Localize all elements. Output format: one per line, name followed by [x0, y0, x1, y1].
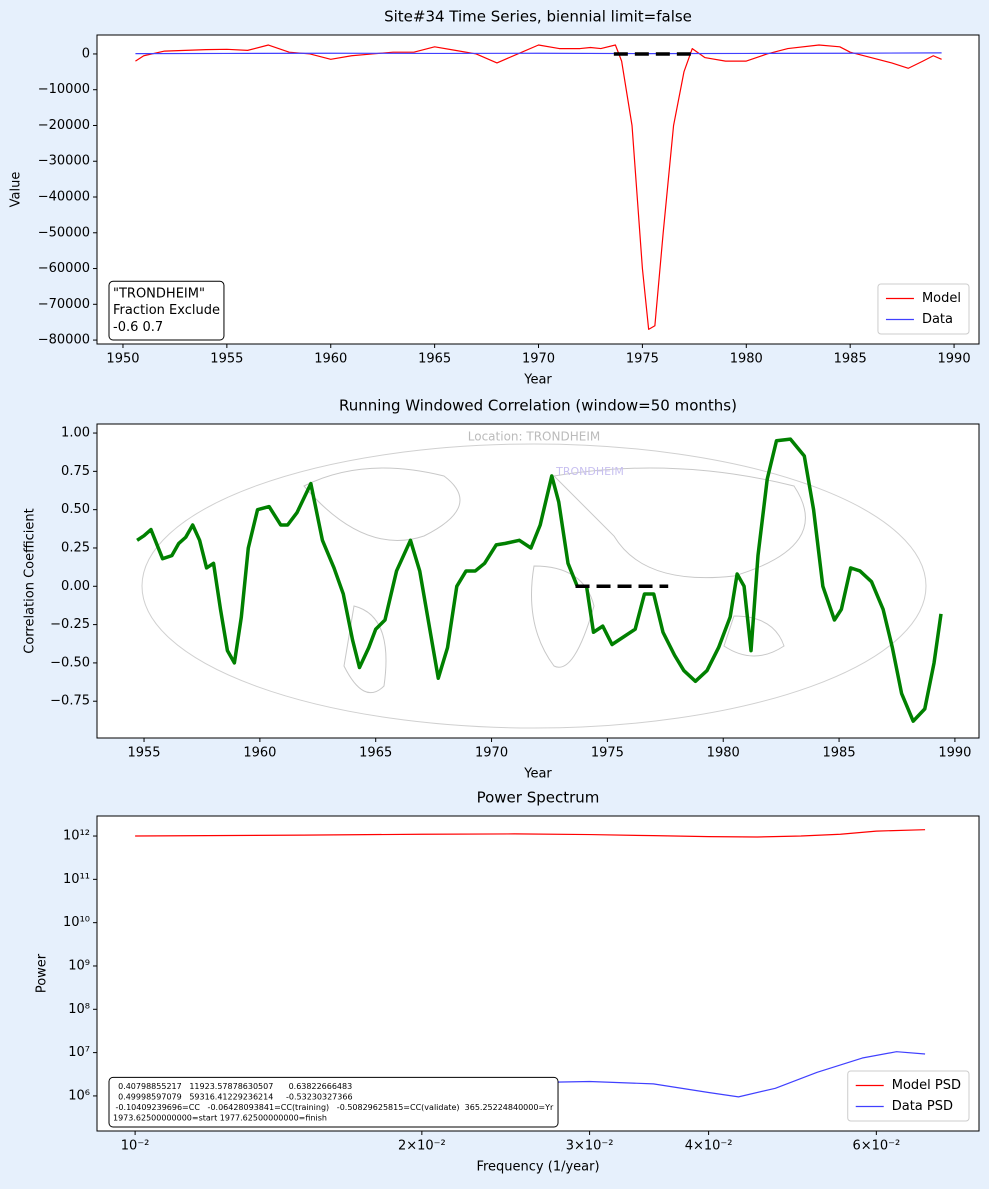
x-tick-label: 1990 [938, 746, 971, 761]
x-tick-label: 3×10⁻² [566, 1139, 614, 1154]
annotation-text: 0.40798855217 11923.57878630507 0.638226… [113, 1082, 352, 1091]
x-tick-label: 1975 [626, 352, 659, 367]
y-tick-label: −0.75 [50, 694, 90, 709]
annotation-text: -0.6 0.7 [113, 320, 163, 335]
chart-title: Site#34 Time Series, biennial limit=fals… [384, 8, 692, 26]
y-tick-label: 10⁷ [68, 1045, 90, 1060]
x-tick-label: 6×10⁻² [852, 1139, 900, 1154]
annotation-text: Fraction Exclude [113, 303, 220, 318]
y-tick-label: −70000 [38, 297, 90, 312]
y-tick-label: −60000 [38, 261, 90, 276]
annotation-box [108, 1076, 559, 1128]
series-line [135, 829, 926, 838]
annotation-box [108, 280, 225, 341]
legend-label: Data PSD [892, 1099, 953, 1114]
series-line [136, 437, 943, 723]
y-tick-label: −10000 [38, 82, 90, 97]
chart-title: Power Spectrum [477, 789, 600, 807]
x-tick-label: 2×10⁻² [398, 1139, 446, 1154]
annotation-text: 0.49998597079 59316.41229236214 -0.53230… [113, 1093, 353, 1102]
y-tick-label: −30000 [38, 154, 90, 169]
y-tick-label: −0.25 [50, 617, 90, 632]
axes-frame [96, 34, 980, 345]
x-tick-label: 1970 [522, 352, 555, 367]
y-tick-label: −50000 [38, 225, 90, 240]
y-tick-label: −40000 [38, 190, 90, 205]
plot-area: Location: TRONDHEIM TRONDHEIM [136, 430, 943, 729]
x-tick-label: 1950 [106, 352, 139, 367]
y-tick-label: 10⁸ [68, 1002, 90, 1017]
series-line [135, 44, 942, 330]
x-tick-label: 1960 [243, 746, 276, 761]
y-tick-label: −20000 [38, 118, 90, 133]
map-title: Location: TRONDHEIM [468, 430, 600, 444]
axes-frame [96, 815, 980, 1132]
map-outline [141, 443, 927, 729]
y-tick-label: 10¹¹ [63, 872, 90, 887]
x-tick-label: 1980 [730, 352, 763, 367]
legend-box [847, 1070, 970, 1122]
x-tick-label: 1960 [314, 352, 347, 367]
x-tick-label: 1985 [823, 746, 856, 761]
axes-frame [96, 423, 980, 739]
x-axis-label: Frequency (1/year) [476, 1160, 599, 1175]
map-land [303, 467, 806, 694]
y-tick-label: 0.50 [61, 502, 90, 517]
y-tick-label: −80000 [38, 333, 90, 348]
x-tick-label: 1965 [418, 352, 451, 367]
x-tick-label: 10⁻² [121, 1139, 150, 1154]
y-axis-label: Power [35, 953, 50, 993]
axes-background [97, 35, 979, 344]
y-tick-label: 10⁹ [68, 958, 90, 973]
x-tick-label: 1975 [591, 746, 624, 761]
x-tick-label: 1965 [359, 746, 392, 761]
series-line [135, 52, 942, 55]
plot-area [135, 44, 942, 330]
x-tick-label: 1985 [834, 352, 867, 367]
x-tick-label: 1970 [475, 746, 508, 761]
x-tick-label: 1955 [210, 352, 243, 367]
x-tick-label: 1955 [127, 746, 160, 761]
x-axis-label: Year [523, 767, 552, 782]
y-tick-label: 0 [82, 46, 90, 61]
annotation-text: 1973.62500000000=start 1977.62500000000=… [113, 1113, 327, 1122]
legend-label: Model [922, 291, 961, 306]
y-tick-label: 1.00 [61, 426, 90, 441]
x-tick-label: 1990 [938, 352, 971, 367]
y-axis-label: Correlation Coefficient [23, 508, 38, 654]
annotation-text: "TRONDHEIM" [113, 286, 205, 301]
y-tick-label: 10¹⁰ [63, 915, 90, 930]
annotation-text: -0.10409239696=CC -0.06428093841=CC(trai… [113, 1103, 554, 1112]
legend-box [877, 283, 970, 335]
y-tick-label: 0.25 [61, 540, 90, 555]
x-tick-label: 4×10⁻² [685, 1139, 733, 1154]
legend-label: Model PSD [892, 1078, 961, 1093]
y-axis-label: Value [9, 172, 24, 208]
y-tick-label: 0.75 [61, 464, 90, 479]
x-axis-label: Year [523, 373, 552, 388]
y-tick-label: −0.50 [50, 655, 90, 670]
y-tick-label: 10¹² [63, 829, 90, 844]
map-marker: TRONDHEIM [555, 465, 624, 478]
x-tick-label: 1980 [707, 746, 740, 761]
y-tick-label: 10⁶ [68, 1088, 90, 1103]
legend-label: Data [922, 312, 953, 327]
y-tick-label: 0.00 [61, 579, 90, 594]
chart-title: Running Windowed Correlation (window=50 … [339, 397, 737, 415]
